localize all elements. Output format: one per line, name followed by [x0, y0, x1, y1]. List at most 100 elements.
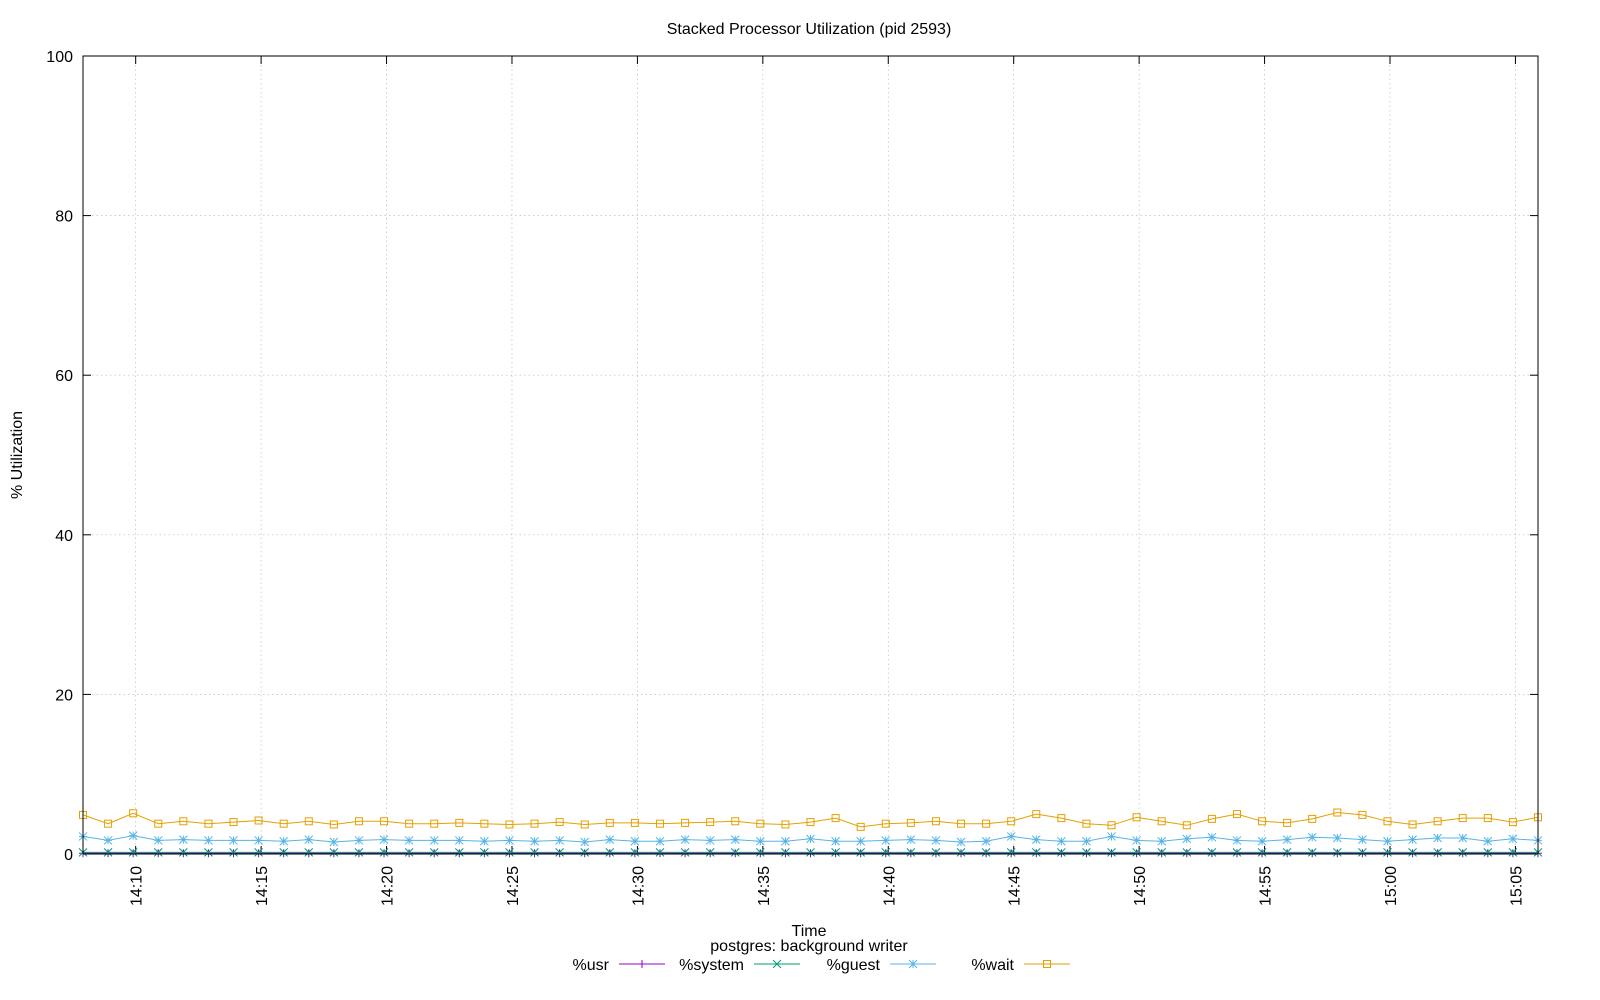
data-point: [1383, 849, 1392, 858]
y-tick-label: 40: [55, 528, 73, 545]
data-point: [254, 836, 263, 845]
data-point: [1182, 834, 1192, 844]
data-point: [881, 848, 891, 857]
data-point: [1057, 848, 1066, 857]
data-point: [279, 849, 288, 858]
legend-item: %system: [679, 957, 800, 974]
data-point: [1458, 814, 1467, 823]
legend-label: %wait: [971, 957, 1014, 974]
data-point: [1332, 833, 1342, 843]
data-point: [1408, 848, 1417, 857]
data-point: [1107, 821, 1116, 830]
data-point: [1107, 848, 1116, 857]
data-point: [706, 818, 715, 827]
data-point: [881, 836, 891, 845]
data-point: [304, 817, 313, 826]
y-axis-title: % Utilization: [9, 411, 26, 499]
data-point: [1408, 849, 1417, 858]
data-point: [1383, 848, 1392, 857]
data-point: [380, 817, 389, 826]
data-point: [1483, 848, 1493, 857]
data-point: [128, 848, 138, 857]
data-point: [1031, 848, 1041, 857]
data-point: [1006, 832, 1016, 841]
data-point: [380, 849, 389, 858]
data-point: [555, 849, 564, 858]
data-point: [1258, 849, 1267, 858]
data-point: [831, 836, 840, 846]
series-layer: [78, 808, 1543, 858]
x-tick-label: 14:10: [129, 866, 146, 906]
x-axis-title: Time: [792, 923, 827, 940]
data-point: [1433, 849, 1442, 858]
data-point: [178, 835, 188, 844]
data-point: [480, 848, 489, 857]
data-point: [354, 817, 363, 826]
x-tick-label: 15:05: [1508, 866, 1525, 906]
legend-marker: [908, 959, 918, 969]
data-point: [530, 819, 539, 828]
data-point: [1232, 810, 1241, 819]
data-point: [981, 848, 991, 857]
legend-label: %guest: [827, 957, 881, 974]
chart-title: Stacked Processor Utilization (pid 2593): [667, 21, 952, 38]
data-point: [755, 848, 765, 857]
data-point: [279, 836, 289, 846]
y-axis: 0 20 40 60 80 100: [46, 49, 1538, 864]
legend-item: %usr: [573, 957, 665, 974]
chart-subtitle: postgres: background writer: [710, 938, 908, 955]
data-point: [806, 834, 815, 844]
data-point: [329, 820, 338, 829]
data-point: [1508, 818, 1517, 827]
data-point: [430, 849, 439, 858]
data-point: [1207, 849, 1216, 858]
data-point: [831, 848, 840, 857]
data-point: [1332, 848, 1342, 857]
x-tick-label: 14:45: [1007, 866, 1024, 906]
data-point: [530, 849, 539, 858]
data-point: [1358, 810, 1367, 819]
data-point: [229, 818, 238, 827]
data-point: [354, 848, 364, 857]
legend-item: %wait: [971, 957, 1070, 974]
data-point: [1358, 835, 1367, 844]
data-point: [906, 848, 916, 857]
data-point: [580, 820, 589, 829]
data-point: [405, 819, 414, 828]
data-point: [1006, 848, 1016, 857]
data-point: [730, 835, 740, 844]
data-point: [454, 836, 464, 845]
legend-label: %usr: [573, 957, 610, 974]
data-point: [505, 836, 514, 845]
data-point: [354, 849, 363, 858]
data-point: [931, 836, 941, 845]
data-point: [1107, 849, 1116, 858]
data-point: [655, 848, 665, 857]
data-point: [1132, 849, 1141, 858]
data-point: [630, 818, 639, 827]
data-point: [956, 848, 966, 857]
data-point: [279, 848, 289, 857]
data-point: [1483, 814, 1492, 823]
data-point: [931, 848, 941, 857]
data-point: [981, 836, 991, 846]
data-point: [229, 848, 238, 857]
data-point: [254, 849, 263, 858]
data-point: [680, 848, 690, 857]
series-line: [82, 811, 1539, 828]
data-point: [153, 836, 163, 845]
data-point: [1358, 849, 1367, 858]
data-point: [505, 820, 514, 829]
data-point: [1132, 848, 1141, 857]
data-point: [1182, 849, 1191, 858]
data-point: [881, 849, 890, 858]
data-point: [1182, 821, 1191, 830]
data-point: [429, 848, 439, 857]
data-point: [1408, 820, 1417, 829]
data-point: [505, 848, 514, 857]
x-tick-label: 14:35: [756, 866, 773, 906]
data-point: [630, 849, 639, 858]
data-point: [1458, 848, 1468, 857]
data-point: [655, 836, 665, 846]
x-axis: 14:10 14:15 14:20 14:25 14:30 14:35 14:40 14:45…: [82, 56, 1539, 906]
